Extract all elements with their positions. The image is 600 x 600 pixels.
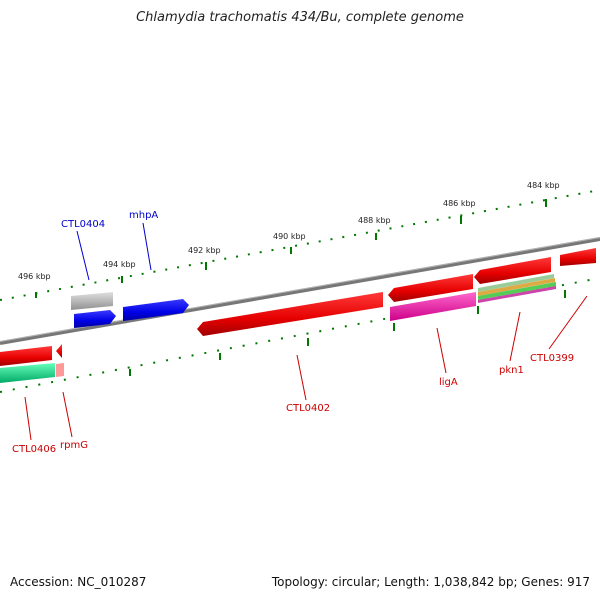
gene-label-ctl0406[interactable]: CTL0406 [12,444,56,455]
scale-label-484: 484 kbp [527,181,560,190]
gene-ctl0404-feature[interactable] [71,292,113,310]
gene-ctl0402-arrow[interactable] [197,292,383,336]
scale-label-494: 494 kbp [103,260,136,269]
outer-scale-ticks [0,189,600,301]
gene-right-edge-arrow[interactable] [560,248,596,266]
gene-label-pkn1[interactable]: pkn1 [499,365,524,376]
gene-rpmG-arrow[interactable] [56,344,62,358]
gene-label-ctl0399[interactable]: CTL0399 [530,353,574,364]
leader-lines [24,222,588,441]
gene-label-rpmG[interactable]: rpmG [60,440,88,451]
scale-label-490: 490 kbp [273,232,306,241]
gene-ctl0406-arrow[interactable] [0,346,52,366]
scale-label-488: 488 kbp [358,216,391,225]
gene-label-mhpA[interactable]: mhpA [129,210,158,221]
map-title: Chlamydia trachomatis 434/Bu, complete g… [136,10,464,25]
gene-ctl0406-feature[interactable] [0,363,55,383]
gene-ligA-arrow[interactable] [388,274,473,302]
gene-ctl0404-arrow[interactable] [74,310,116,328]
gene-pkn1-features[interactable] [478,274,556,303]
genome-summary-text: Topology: circular; Length: 1,038,842 bp… [271,575,590,589]
gene-label-ctl0402[interactable]: CTL0402 [286,403,330,414]
scale-label-492: 492 kbp [188,246,221,255]
accession-text: Accession: NC_010287 [10,575,147,589]
gene-mhpA-arrow[interactable] [123,299,189,321]
gene-label-ctl0404[interactable]: CTL0404 [61,219,105,230]
gene-ligA-feature[interactable] [390,292,476,321]
gene-label-ligA[interactable]: ligA [439,377,458,388]
gene-rpmG-feature[interactable] [56,363,64,377]
scale-label-496: 496 kbp [18,272,51,281]
genome-backbone [0,237,600,345]
scale-label-486: 486 kbp [443,199,476,208]
gene-pkn1-arrow[interactable] [474,257,551,284]
